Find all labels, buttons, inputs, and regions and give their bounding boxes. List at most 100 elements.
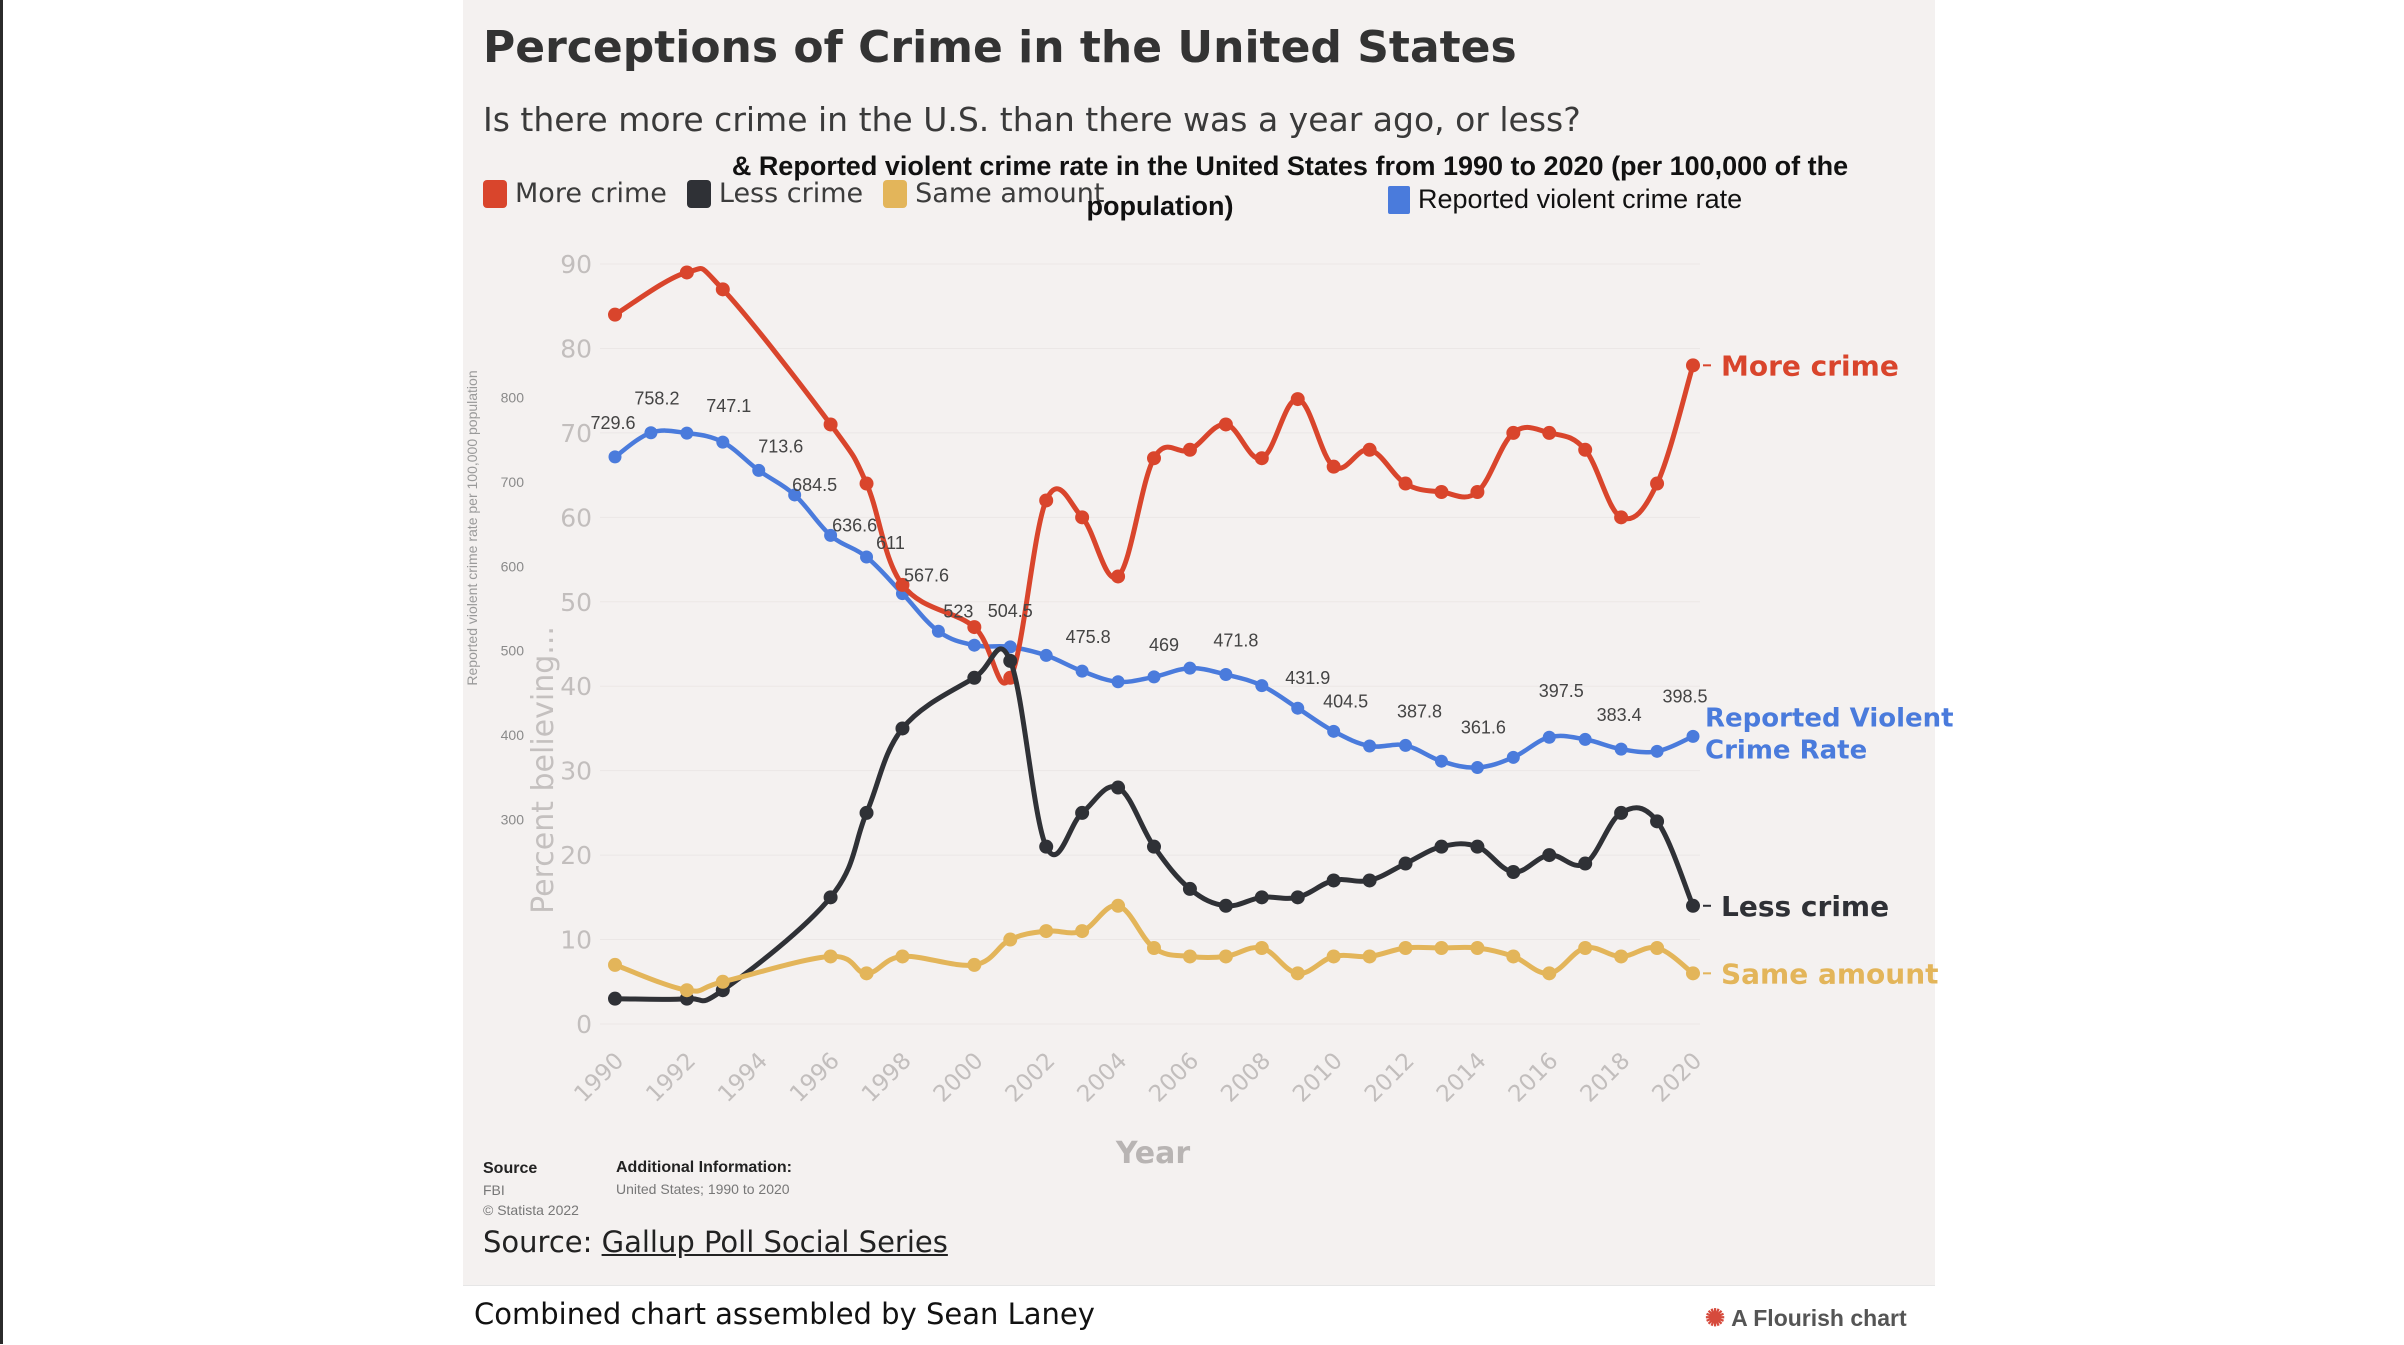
point-same-amount-2015 <box>1506 949 1521 964</box>
statista-source: Source FBI © Statista 2022 <box>483 1160 579 1218</box>
point-less-crime-2000 <box>967 670 982 685</box>
point-more-crime-2015 <box>1506 425 1521 440</box>
point-violent-crime-2014 <box>1470 761 1484 775</box>
data-label-violent-crime-1995: 684.5 <box>792 475 837 495</box>
legend-item-less-crime[interactable]: Less crime <box>686 178 863 209</box>
point-violent-crime-2017 <box>1578 732 1592 746</box>
footer-bar <box>463 1285 1935 1345</box>
point-same-amount-2016 <box>1542 966 1557 981</box>
point-violent-crime-1994 <box>752 463 766 477</box>
point-more-crime-2003 <box>1075 510 1090 525</box>
point-less-crime-2005 <box>1147 839 1161 854</box>
data-label-violent-crime-2018: 383.4 <box>1597 705 1642 725</box>
point-same-amount-2013 <box>1434 941 1449 955</box>
statista-additional-info: Additional Information: United States; 1… <box>616 1159 792 1197</box>
window-edge <box>0 0 3 1344</box>
point-same-amount-2020 <box>1686 966 1700 981</box>
data-label-violent-crime-2010: 404.5 <box>1323 691 1368 711</box>
point-less-crime-2020 <box>1686 898 1700 913</box>
statista-copyright: © Statista 2022 <box>483 1202 579 1218</box>
point-less-crime-2012 <box>1398 856 1413 871</box>
point-violent-crime-2012 <box>1399 738 1413 752</box>
data-label-violent-crime-1991: 758.2 <box>634 389 679 409</box>
point-less-crime-2007 <box>1218 898 1233 913</box>
x-tick-1992: 1992 <box>641 1048 701 1108</box>
chart-subtitle: Is there more crime in the U.S. than the… <box>483 100 1581 139</box>
data-label-violent-crime-2020: 398.5 <box>1662 686 1707 706</box>
point-more-crime-2019 <box>1650 476 1665 491</box>
point-violent-crime-2011 <box>1363 739 1377 753</box>
point-same-amount-2007 <box>1218 949 1233 964</box>
statista-title-line2: population) <box>1086 191 1234 221</box>
point-less-crime-2017 <box>1578 856 1593 871</box>
point-less-crime-1998 <box>895 721 910 736</box>
data-label-violent-crime-2012: 387.8 <box>1397 701 1442 721</box>
point-violent-crime-2018 <box>1614 742 1628 756</box>
x-tick-2010: 2010 <box>1288 1048 1348 1108</box>
legend: More crime Less crime Same amount <box>483 178 1125 209</box>
legend-label-same-amount: Same amount <box>915 178 1105 209</box>
y-tick-60: 60 <box>560 503 592 532</box>
point-violent-crime-2005 <box>1147 670 1161 684</box>
point-less-crime-2001 <box>1003 653 1018 668</box>
data-label-violent-crime-2007: 471.8 <box>1213 631 1258 651</box>
data-label-violent-crime-2014: 361.6 <box>1461 718 1506 738</box>
legend-item-more-crime[interactable]: More crime <box>483 178 667 209</box>
point-less-crime-2010 <box>1326 873 1341 888</box>
point-violent-crime-1999 <box>931 624 945 638</box>
point-more-crime-1990 <box>608 307 622 322</box>
point-violent-crime-2006 <box>1183 661 1197 675</box>
data-label-violent-crime-1998: 567.6 <box>904 566 949 586</box>
point-violent-crime-2009 <box>1291 701 1305 715</box>
flourish-badge[interactable]: ✺ A Flourish chart <box>1705 1304 1907 1333</box>
x-tick-2008: 2008 <box>1216 1048 1276 1108</box>
chart-title: Perceptions of Crime in the United State… <box>483 22 1517 73</box>
point-violent-crime-2008 <box>1255 679 1269 693</box>
source-link[interactable]: Gallup Poll Social Series <box>601 1225 948 1259</box>
y-tick-10: 10 <box>560 926 592 955</box>
point-same-amount-2006 <box>1182 949 1197 964</box>
point-more-crime-2004 <box>1111 569 1126 584</box>
point-same-amount-1997 <box>859 966 874 981</box>
point-more-crime-2009 <box>1290 392 1305 407</box>
point-violent-crime-2015 <box>1506 750 1520 764</box>
point-more-crime-2011 <box>1362 442 1377 457</box>
x-tick-2004: 2004 <box>1073 1048 1133 1108</box>
end-label-violent-crime-line1: Reported Violent <box>1705 703 1954 733</box>
statista-title-line1: & Reported violent crime rate in the Uni… <box>731 151 1849 181</box>
point-less-crime-2006 <box>1182 881 1197 896</box>
legend-swatch-less-crime <box>686 179 711 208</box>
point-same-amount-2001 <box>1003 932 1018 947</box>
point-same-amount-1998 <box>895 949 910 964</box>
data-label-violent-crime-2005: 469 <box>1149 635 1179 655</box>
y-tick-90: 90 <box>560 250 592 279</box>
statista-legend-label: Reported violent crime rate <box>1418 184 1743 214</box>
x-tick-2020: 2020 <box>1647 1048 1707 1108</box>
point-more-crime-1993 <box>715 282 730 297</box>
point-same-amount-2011 <box>1362 949 1377 964</box>
point-same-amount-2018 <box>1614 949 1629 964</box>
secondary-y-tick-300: 300 <box>501 812 525 828</box>
secondary-y-tick-500: 500 <box>501 643 525 659</box>
point-violent-crime-1990 <box>608 450 622 464</box>
data-label-violent-crime-1999: 523 <box>943 601 973 621</box>
statista-chart-title: & Reported violent crime rate in the Uni… <box>700 146 1880 226</box>
x-tick-2018: 2018 <box>1576 1048 1636 1108</box>
y-tick-30: 30 <box>560 757 592 786</box>
data-label-violent-crime-2001: 504.5 <box>988 601 1033 621</box>
point-same-amount-2014 <box>1470 941 1485 955</box>
point-less-crime-2015 <box>1506 865 1521 879</box>
legend-swatch-same-amount <box>883 179 908 208</box>
point-less-crime-2008 <box>1254 890 1269 905</box>
point-less-crime-2013 <box>1434 839 1449 854</box>
x-tick-1990: 1990 <box>569 1048 629 1108</box>
point-same-amount-2000 <box>967 957 982 972</box>
point-less-crime-1990 <box>608 991 622 1006</box>
data-label-violent-crime-2009: 431.9 <box>1285 668 1330 688</box>
point-same-amount-1993 <box>715 974 730 989</box>
point-less-crime-2011 <box>1362 873 1377 888</box>
statista-legend-swatch <box>1388 185 1410 214</box>
series-group <box>608 265 1700 1006</box>
legend-item-same-amount[interactable]: Same amount <box>883 178 1105 209</box>
